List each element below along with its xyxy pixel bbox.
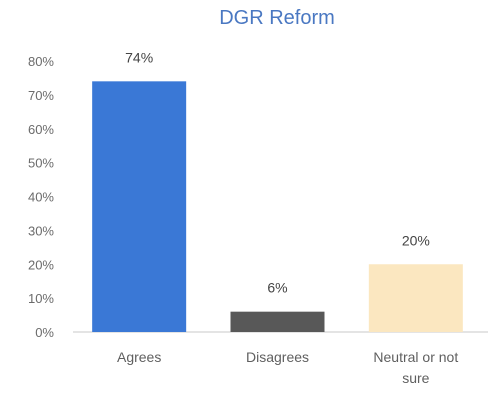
data-label: 74% xyxy=(125,49,153,65)
data-label: 20% xyxy=(402,232,430,248)
y-tick-label: 50% xyxy=(28,156,54,171)
y-tick-label: 70% xyxy=(28,88,54,103)
y-tick-label: 60% xyxy=(28,122,54,137)
y-tick-label: 30% xyxy=(28,223,54,238)
y-tick-label: 40% xyxy=(28,190,54,205)
bar-agrees xyxy=(92,81,187,332)
category-label: Disagrees xyxy=(246,349,309,365)
y-axis-ticks: 0% 10% 20% 30% 40% 50% 60% 70% 80% xyxy=(28,54,54,340)
bars-group xyxy=(92,81,463,332)
category-label: Neutral or not xyxy=(373,349,458,365)
y-tick-label: 10% xyxy=(28,291,54,306)
category-labels-group: Agrees Disagrees Neutral or not sure xyxy=(117,349,458,386)
category-label: Agrees xyxy=(117,349,161,365)
chart-title: DGR Reform xyxy=(219,7,335,29)
y-tick-label: 0% xyxy=(35,325,54,340)
y-tick-label: 80% xyxy=(28,54,54,69)
bar-neutral-or-not-sure xyxy=(368,264,463,332)
category-label: sure xyxy=(402,370,429,386)
bar-disagrees xyxy=(230,311,325,332)
data-labels-group: 74% 6% 20% xyxy=(125,49,430,295)
data-label: 6% xyxy=(267,280,287,296)
y-tick-label: 20% xyxy=(28,257,54,272)
